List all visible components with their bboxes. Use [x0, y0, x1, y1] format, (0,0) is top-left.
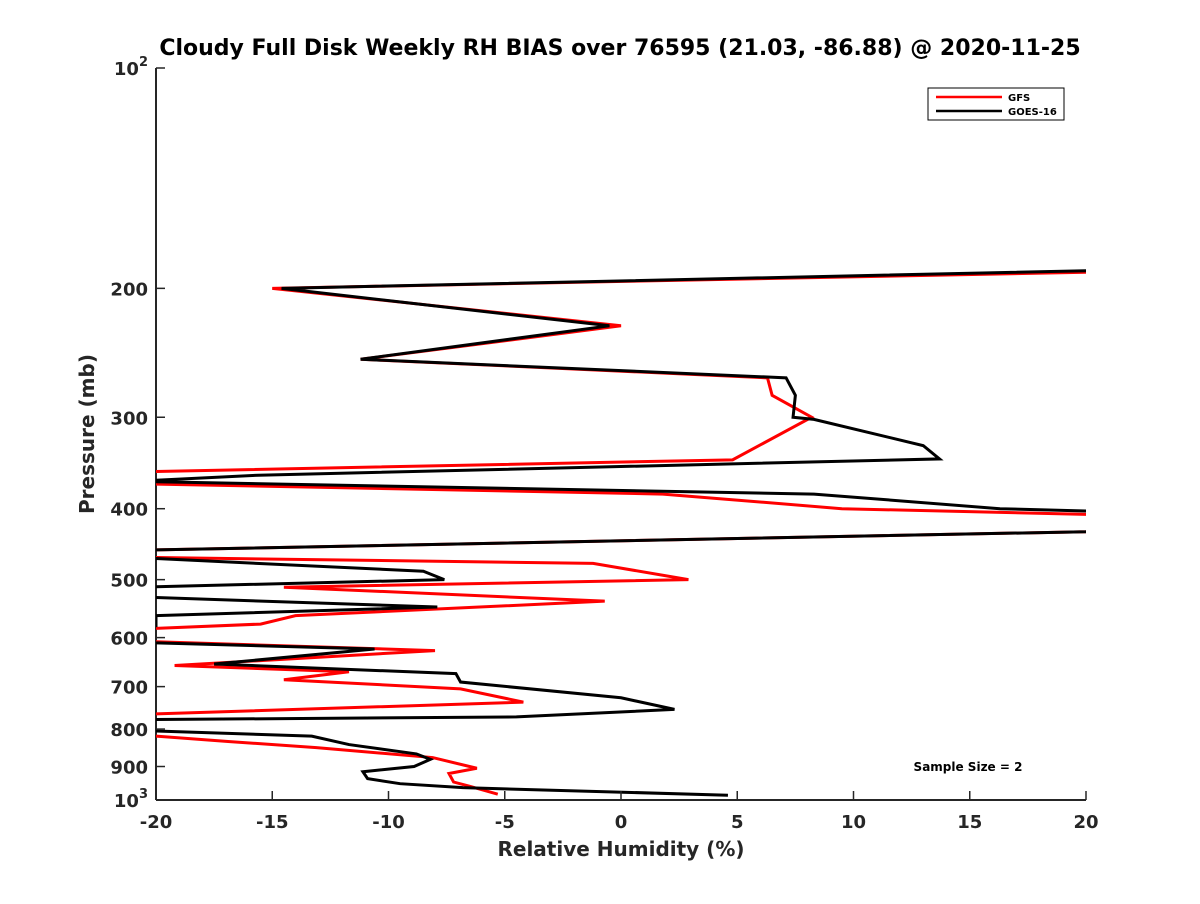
legend-label-gfs: GFS	[1008, 93, 1030, 104]
x-tick-label: -20	[140, 812, 173, 833]
y-tick-label: 500	[110, 571, 148, 592]
sample-size-annotation: Sample Size = 2	[914, 760, 1023, 774]
y-axis-label: Pressure (mb)	[75, 354, 99, 514]
series-line-goes-16	[156, 269, 1086, 797]
x-tick-label: 0	[615, 812, 628, 833]
x-tick-label: -10	[372, 812, 405, 833]
x-tick-label: 20	[1073, 812, 1098, 833]
y-tick-label: 400	[110, 500, 148, 521]
x-axis-label: Relative Humidity (%)	[497, 837, 744, 861]
x-tick-label: -5	[495, 812, 515, 833]
series-layer	[156, 269, 1086, 797]
y-tick-label: 600	[110, 629, 148, 650]
x-tick-label: -15	[256, 812, 289, 833]
x-tick-label: 10	[841, 812, 866, 833]
legend-label-goes16: GOES-16	[1008, 107, 1057, 118]
y-tick-label: 300	[110, 408, 148, 429]
x-tick-label: 15	[957, 812, 982, 833]
y-tick-label: 800	[110, 720, 148, 741]
x-tick-label: 5	[731, 812, 744, 833]
series-line-gfs	[156, 270, 1086, 796]
y-tick-label: 200	[110, 279, 148, 300]
y-tick-label: 700	[110, 678, 148, 699]
legend: GFS GOES-16	[927, 87, 1065, 121]
x-axis-ticks: -20 -15 -10 -5 0 5 10 15 20	[140, 791, 1099, 833]
y-tick-label: 900	[110, 758, 148, 779]
chart-title: Cloudy Full Disk Weekly RH BIAS over 765…	[159, 36, 1080, 61]
legend-box	[927, 87, 1065, 121]
